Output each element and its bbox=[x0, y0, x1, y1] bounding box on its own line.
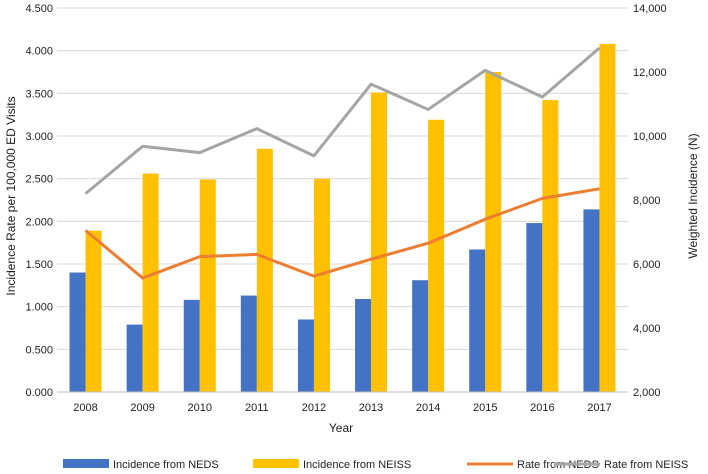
x-tick-label: 2016 bbox=[530, 402, 554, 414]
x-tick-label: 2009 bbox=[130, 402, 154, 414]
x-tick-label: 2015 bbox=[473, 402, 497, 414]
legend-label: Incidence from NEDS bbox=[113, 459, 219, 471]
bar bbox=[583, 209, 600, 392]
bar bbox=[526, 223, 543, 392]
bar bbox=[142, 173, 159, 392]
x-tick-label: 2012 bbox=[302, 402, 326, 414]
legend: Incidence from NEDS Incidence from NEISS R… bbox=[63, 459, 688, 471]
y-axis-title: Incidence Rate per 100,000 ED Visits bbox=[4, 96, 18, 295]
bar bbox=[412, 280, 429, 392]
legend-swatch bbox=[63, 459, 109, 468]
y-tick-label: 2.000 bbox=[25, 216, 53, 228]
y2-tick-label: 2,000 bbox=[633, 387, 661, 399]
bar bbox=[599, 43, 616, 393]
y2-axis-title: Weighted Incidence (N) bbox=[686, 133, 700, 258]
line-series bbox=[84, 46, 601, 280]
y-tick-label: 1.000 bbox=[25, 302, 53, 314]
series-line bbox=[84, 46, 601, 195]
bar bbox=[542, 100, 559, 392]
y-tick-label: 1.500 bbox=[25, 259, 53, 271]
series-line bbox=[84, 187, 600, 280]
bar bbox=[85, 230, 102, 392]
bar bbox=[313, 178, 330, 392]
y-tick-label: 2.500 bbox=[25, 174, 53, 186]
y-tick-label: 3.000 bbox=[25, 131, 53, 143]
y-tick-label: 0.500 bbox=[25, 344, 53, 356]
x-tick-label: 2013 bbox=[359, 402, 383, 414]
bar bbox=[199, 179, 216, 392]
y-tick-label: 4.000 bbox=[25, 46, 53, 58]
y-tick-label: 3.500 bbox=[25, 88, 53, 100]
bar-series bbox=[69, 43, 616, 393]
x-tick-label: 2014 bbox=[416, 402, 440, 414]
legend-label: Incidence from NEISS bbox=[303, 459, 411, 471]
bar bbox=[240, 295, 257, 392]
y2-tick-label: 10,000 bbox=[633, 131, 667, 143]
y2-tick-label: 4,000 bbox=[633, 323, 661, 335]
y-tick-label: 0.000 bbox=[25, 387, 53, 399]
bar bbox=[256, 148, 273, 392]
y2-tick-label: 8,000 bbox=[633, 195, 661, 207]
x-tick-label: 2011 bbox=[245, 402, 269, 414]
bar bbox=[297, 319, 314, 392]
x-tick-label: 2017 bbox=[587, 402, 611, 414]
bar bbox=[428, 119, 445, 392]
y-tick-label: 4.500 bbox=[25, 3, 53, 15]
tick-labels: 0.000 0.500 1.000 1.500 2.000 2.500 3.000 3.500… bbox=[25, 3, 666, 414]
x-tick-label: 2008 bbox=[73, 402, 97, 414]
legend-label: Rate from NEISS bbox=[604, 459, 688, 471]
bar bbox=[355, 298, 372, 392]
bar bbox=[183, 299, 200, 392]
x-axis-title: Year bbox=[329, 421, 353, 435]
y2-tick-label: 12,000 bbox=[633, 67, 667, 79]
y2-tick-label: 6,000 bbox=[633, 259, 661, 271]
bar bbox=[469, 249, 486, 392]
bar bbox=[485, 72, 502, 392]
bar bbox=[126, 324, 143, 392]
y2-tick-label: 14,000 bbox=[633, 3, 667, 15]
bar bbox=[69, 272, 86, 392]
x-tick-label: 2010 bbox=[188, 402, 212, 414]
legend-swatch bbox=[253, 459, 299, 468]
bar bbox=[371, 92, 388, 392]
